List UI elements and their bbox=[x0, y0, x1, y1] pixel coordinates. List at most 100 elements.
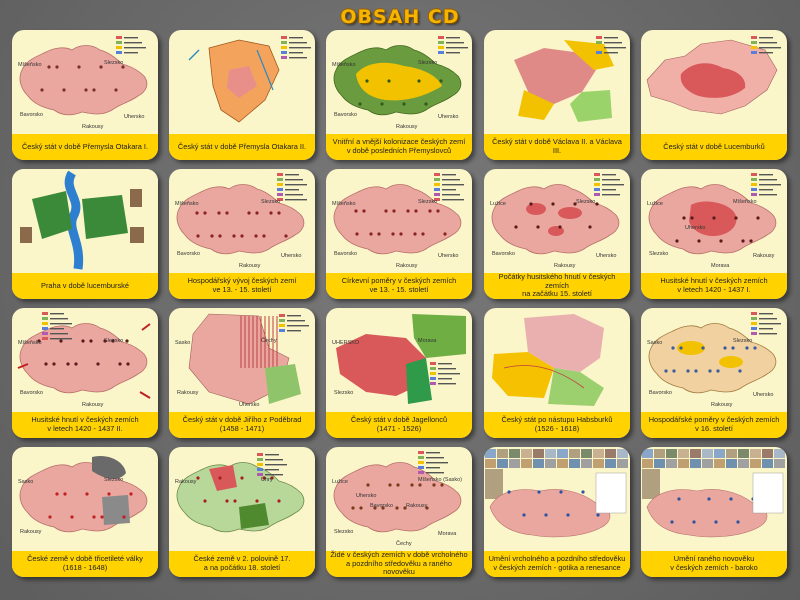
content-card[interactable]: Sasko Slezsko Rakousy České země v době tři… bbox=[12, 447, 158, 577]
content-card[interactable]: Český stát po nástupu Habsburků (1526 - … bbox=[484, 308, 630, 438]
map-region-label: Rakousy bbox=[82, 124, 104, 130]
card-caption-text: Český stát v době Lucemburků bbox=[663, 141, 765, 151]
map-thumbnail[interactable]: Míšeňsko Slezsko Bavorsko Rakousy Uhersko bbox=[326, 30, 472, 134]
map-thumbnail[interactable] bbox=[641, 30, 787, 134]
content-card[interactable]: Lužice Míšeňsko Slezsko Morava Rakousy Uhersk… bbox=[641, 169, 787, 299]
map-region-label: Lužice bbox=[647, 201, 663, 207]
card-caption: České země v době třicetileté války (161… bbox=[12, 551, 158, 577]
card-caption: Církevní poměry v českých zemích ve 13. … bbox=[326, 273, 472, 299]
map-thumbnail[interactable] bbox=[484, 447, 630, 551]
map-thumbnail[interactable] bbox=[641, 447, 787, 551]
map-region-label: Slezsko bbox=[104, 477, 123, 483]
content-card[interactable]: Lužice Míšeňsko (Sasko) Slezsko Čechy Morava… bbox=[326, 447, 472, 577]
map-region-label: Slezsko bbox=[334, 529, 353, 535]
card-caption-text: Hospodářský vývoj českých zemí ve 13. - … bbox=[187, 276, 297, 294]
card-caption: Český stát v době Jagellonců (1471 - 152… bbox=[326, 412, 472, 438]
map-region-label: Čechy bbox=[261, 337, 277, 344]
card-caption-text: Církevní poměry v českých zemích ve 13. … bbox=[341, 276, 457, 294]
map-region-label: Morava bbox=[438, 531, 457, 537]
map-region-label: Rakousy bbox=[82, 402, 104, 408]
map-region-label: Rakousy bbox=[239, 263, 261, 269]
map-thumbnail[interactable]: Míšeňsko Slezsko Bavorsko Rakousy bbox=[12, 308, 158, 412]
content-card[interactable]: Český stát v době Lucemburků bbox=[641, 30, 787, 160]
card-caption: Umění vrcholného a pozdního středověku v… bbox=[484, 551, 630, 577]
card-caption-text: Český stát v době Václava II. a Václava … bbox=[492, 137, 622, 155]
map-region-label: Slezsko bbox=[334, 390, 353, 396]
content-card[interactable]: Sasko Čechy Rakousy Uhersko Český stát v dob… bbox=[169, 308, 315, 438]
map-thumbnail[interactable] bbox=[12, 169, 158, 273]
map-region-label: Míšeňsko bbox=[332, 201, 356, 207]
content-card[interactable]: Míšeňsko Slezsko Bavorsko Rakousy Uhersko Hos… bbox=[169, 169, 315, 299]
card-caption-text: Počátky husitského hnutí v českých zemíc… bbox=[498, 272, 616, 299]
map-region-label: Rakousy bbox=[554, 263, 576, 269]
content-card[interactable]: Míšeňsko Slezsko Bavorsko Rakousy Husitské h… bbox=[12, 308, 158, 438]
map-region-label: Slezsko bbox=[104, 60, 123, 66]
map-region-label: Míšeňsko (Sasko) bbox=[418, 477, 462, 483]
map-thumbnail[interactable]: Sasko Čechy Rakousy Uhersko bbox=[169, 308, 315, 412]
map-region-label: Lužice bbox=[490, 201, 506, 207]
map-region-label: Sasko bbox=[175, 340, 190, 346]
map-thumbnail[interactable]: Míšeňsko Slezsko Bavorsko Rakousy Uhersko bbox=[169, 169, 315, 273]
map-thumbnail[interactable] bbox=[484, 308, 630, 412]
map-region-label: Slezsko bbox=[418, 199, 437, 205]
card-caption-text: Český stát v době Jiřího z Poděbrad (145… bbox=[182, 415, 302, 433]
map-thumbnail[interactable]: Míšeňsko Slezsko Bavorsko Rakousy Uhersko bbox=[12, 30, 158, 134]
map-region-label: Bavorsko bbox=[492, 251, 515, 257]
map-thumbnail[interactable]: Lužice Míšeňsko Slezsko Morava Rakousy Uhersk… bbox=[641, 169, 787, 273]
map-region-label: Uhersko bbox=[124, 114, 144, 120]
map-thumbnail[interactable] bbox=[169, 30, 315, 134]
map-thumbnail[interactable]: Lužice Slezsko Bavorsko Rakousy Uhersko bbox=[484, 169, 630, 273]
map-region-label: Slezsko bbox=[649, 251, 668, 257]
content-card[interactable]: Lužice Slezsko Bavorsko Rakousy Uhersko Počát… bbox=[484, 169, 630, 299]
card-caption: Vnitřní a vnější kolonizace českých zemí… bbox=[326, 134, 472, 160]
map-thumbnail[interactable]: UHERSKO Morava Slezsko bbox=[326, 308, 472, 412]
map-region-label: Rakousy bbox=[753, 253, 775, 259]
card-caption: České země v 2. polovině 17. a na počátk… bbox=[169, 551, 315, 577]
map-region-label: Bavorsko bbox=[177, 251, 200, 257]
content-card[interactable]: Český stát v době Václava II. a Václava … bbox=[484, 30, 630, 160]
map-region-label: Míšeňsko bbox=[733, 199, 757, 205]
content-card[interactable]: Praha v době lucemburské bbox=[12, 169, 158, 299]
map-region-label: Uhersko bbox=[596, 253, 616, 259]
map-region-label: Uhersko bbox=[753, 392, 773, 398]
map-thumbnail[interactable]: Lužice Míšeňsko (Sasko) Slezsko Čechy Morava… bbox=[326, 447, 472, 551]
map-region-label: Uhersko bbox=[685, 225, 705, 231]
content-card[interactable]: Sasko Slezsko Bavorsko Rakousy Uhersko Hospod… bbox=[641, 308, 787, 438]
map-region-label: Bavorsko bbox=[20, 390, 43, 396]
content-card[interactable]: Rakousy Uhry České země v 2. polovině 17. … bbox=[169, 447, 315, 577]
map-thumbnail[interactable] bbox=[484, 30, 630, 134]
map-region-label: Uhersko bbox=[356, 493, 376, 499]
map-region-label: UHERSKO bbox=[332, 340, 360, 346]
map-thumbnail[interactable]: Rakousy Uhry bbox=[169, 447, 315, 551]
map-region-label: Sasko bbox=[18, 479, 33, 485]
card-caption-text: Vnitřní a vnější kolonizace českých zemí… bbox=[332, 137, 466, 155]
map-region-label: Bavorsko bbox=[334, 112, 357, 118]
map-region-label: Slezsko bbox=[104, 338, 123, 344]
map-thumbnail[interactable]: Sasko Slezsko Rakousy bbox=[12, 447, 158, 551]
card-caption-text: Židé v českých zemích v době vrcholného … bbox=[330, 550, 468, 577]
map-thumbnail[interactable]: Sasko Slezsko Bavorsko Rakousy Uhersko bbox=[641, 308, 787, 412]
card-caption: Praha v době lucemburské bbox=[12, 273, 158, 299]
map-region-label: Bavorsko bbox=[20, 112, 43, 118]
map-region-label: Rakousy bbox=[20, 529, 42, 535]
content-card[interactable]: Míšeňsko Slezsko Bavorsko Rakousy Uhersko Čes… bbox=[12, 30, 158, 160]
map-region-label: Slezsko bbox=[733, 338, 752, 344]
card-caption: Hospodářské poměry v českých zemích v 16… bbox=[641, 412, 787, 438]
card-caption: Umění raného novověku v českých zemích -… bbox=[641, 551, 787, 577]
card-caption-text: Husitské hnutí v českých zemích v letech… bbox=[31, 415, 139, 433]
content-card[interactable]: Umění raného novověku v českých zemích -… bbox=[641, 447, 787, 577]
content-card[interactable]: Míšeňsko Slezsko Bavorsko Rakousy Uhersko Vni… bbox=[326, 30, 472, 160]
content-card[interactable]: UHERSKO Morava Slezsko Český stát v době Ja… bbox=[326, 308, 472, 438]
card-caption-text: Husitské hnutí v českých zemích v letech… bbox=[660, 276, 768, 294]
map-thumbnail[interactable]: Míšeňsko Slezsko Bavorsko Rakousy Uhersko bbox=[326, 169, 472, 273]
card-caption: Hospodářský vývoj českých zemí ve 13. - … bbox=[169, 273, 315, 299]
map-region-label: Morava bbox=[711, 263, 730, 269]
map-region-label: Slezsko bbox=[418, 60, 437, 66]
card-caption: Český stát v době Přemysla Otakara II. bbox=[169, 134, 315, 160]
card-caption: Počátky husitského hnutí v českých zemíc… bbox=[484, 272, 630, 299]
content-card[interactable]: Umění vrcholného a pozdního středověku v… bbox=[484, 447, 630, 577]
card-caption-text: Český stát po nástupu Habsburků (1526 - … bbox=[501, 415, 613, 433]
map-region-label: Lužice bbox=[332, 479, 348, 485]
content-card[interactable]: Míšeňsko Slezsko Bavorsko Rakousy Uhersko Cír… bbox=[326, 169, 472, 299]
content-card[interactable]: Český stát v době Přemysla Otakara II. bbox=[169, 30, 315, 160]
